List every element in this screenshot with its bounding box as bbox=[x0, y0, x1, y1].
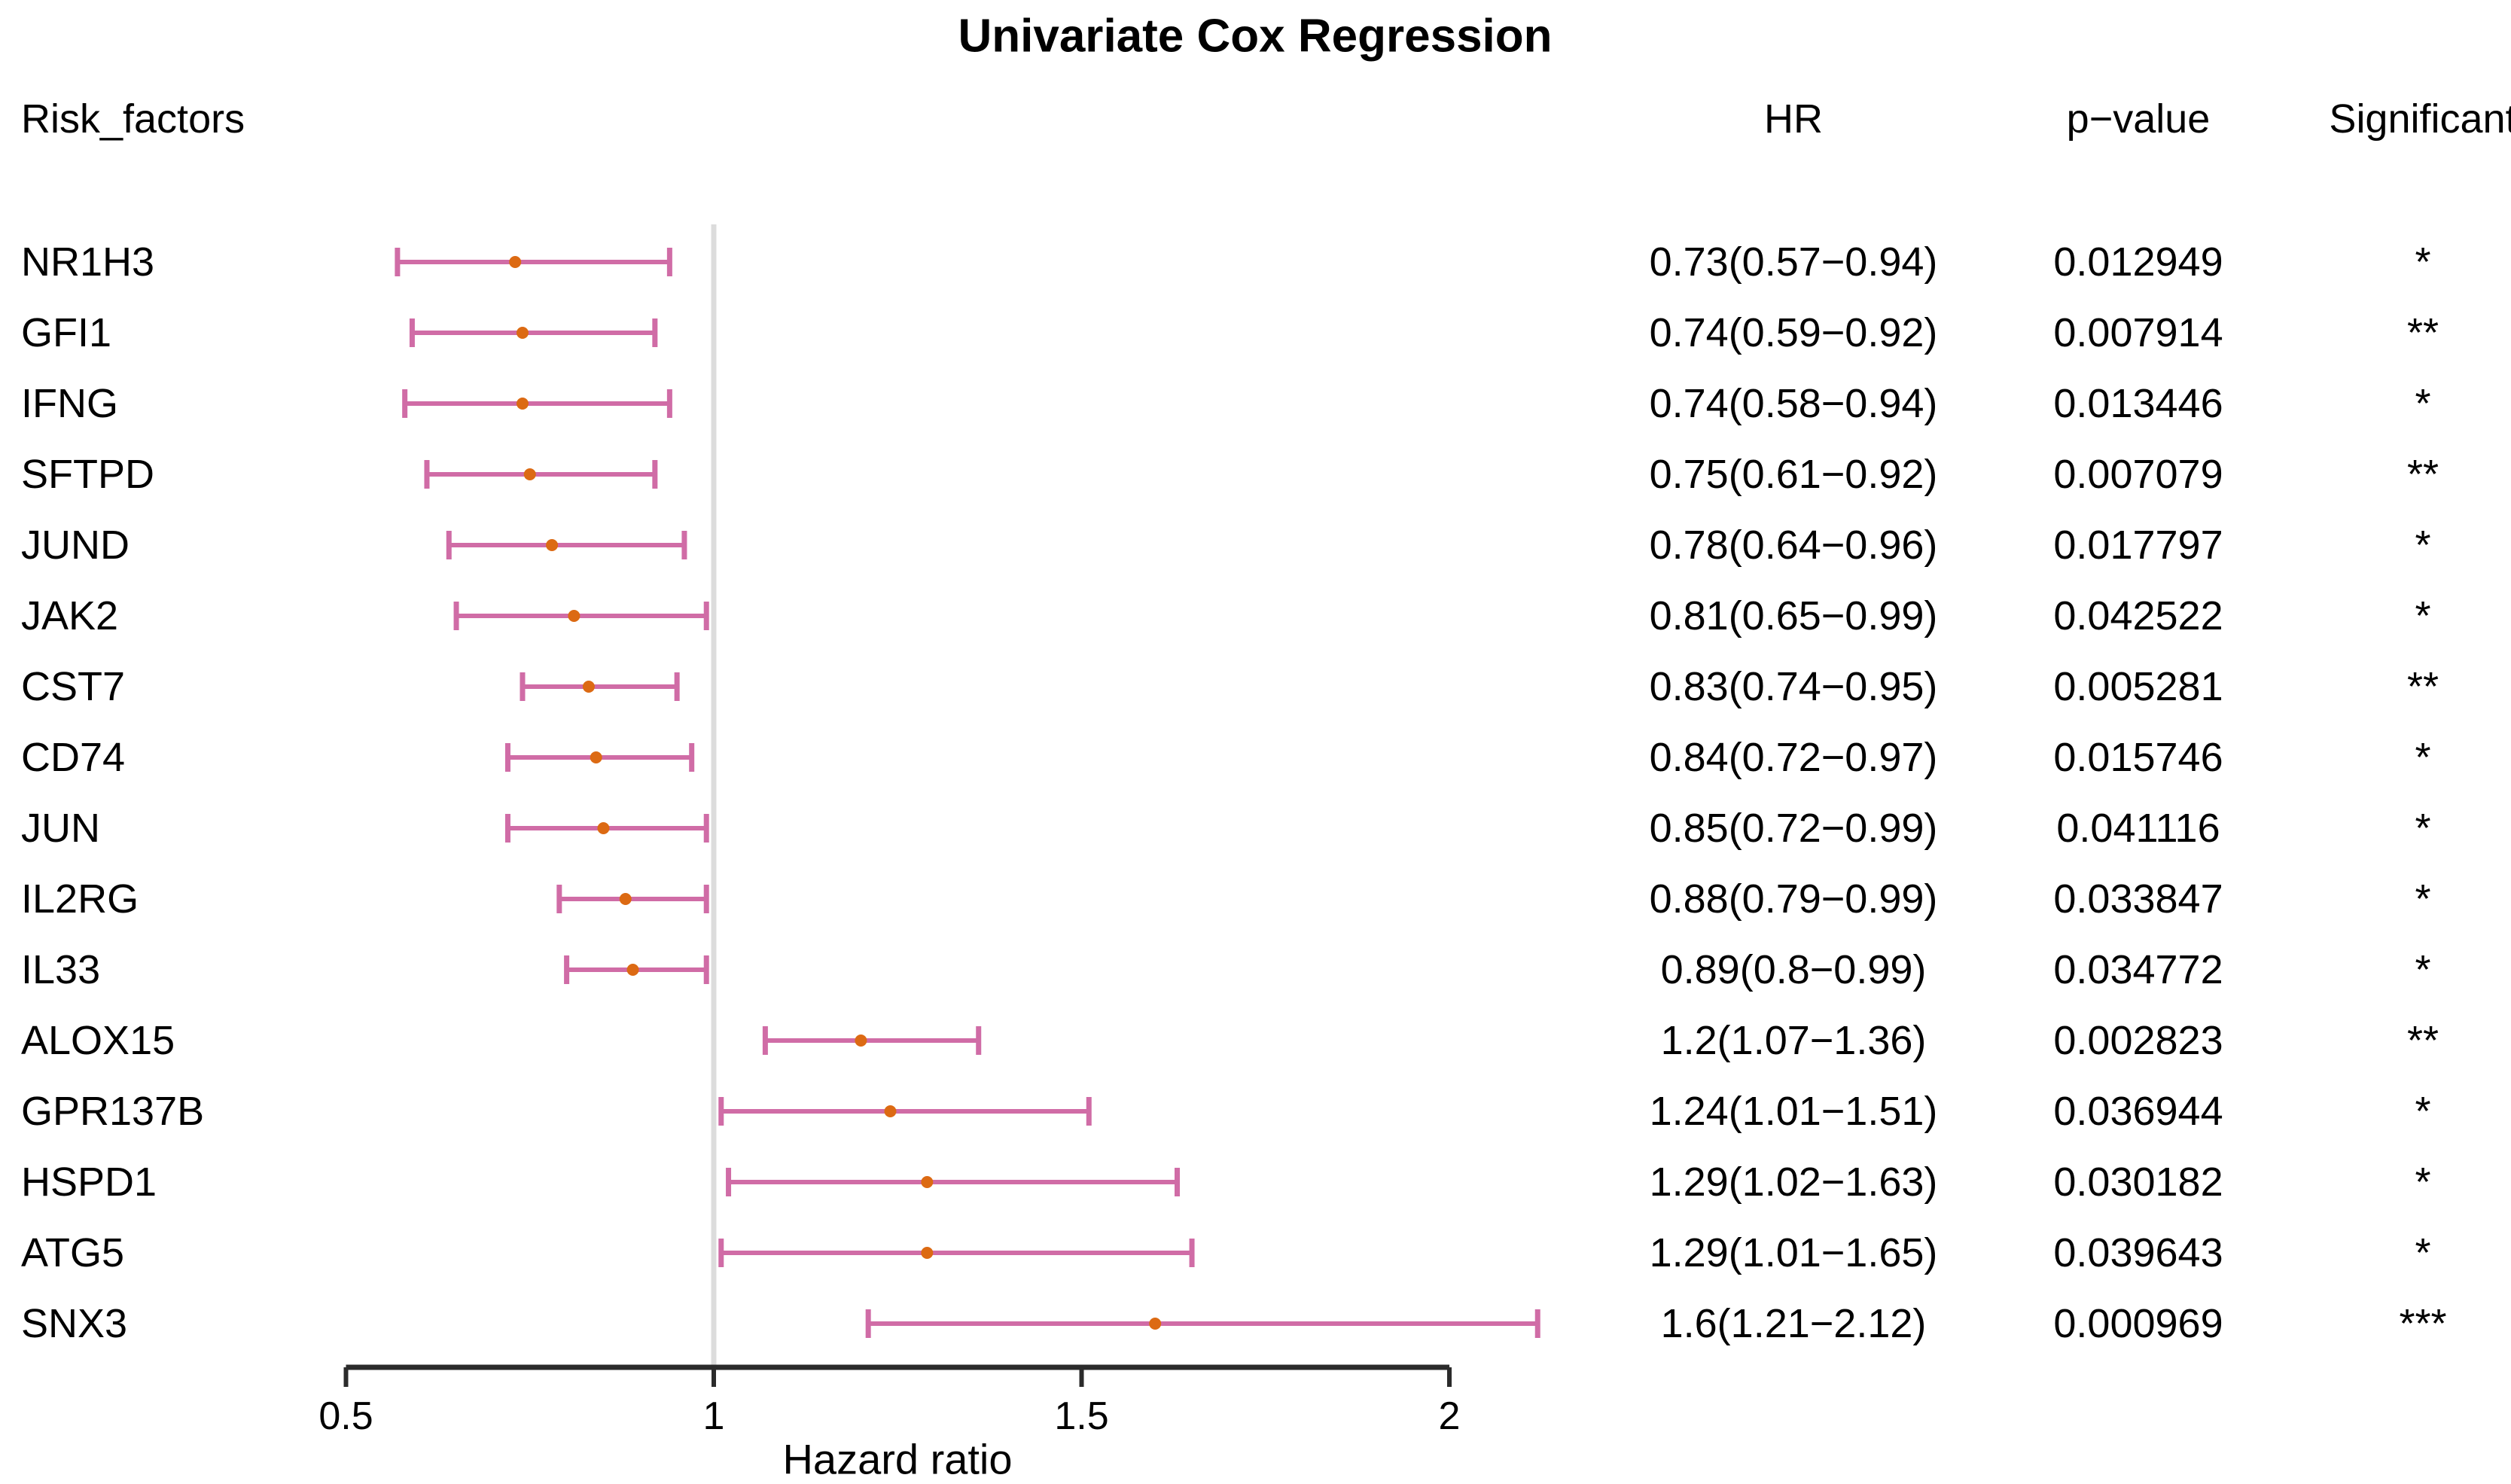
hr-point bbox=[855, 1035, 867, 1047]
hr-ci-value: 1.6(1.21−2.12) bbox=[1660, 1301, 1927, 1346]
hr-ci-value: 0.74(0.58−0.94) bbox=[1649, 381, 1938, 426]
hr-point bbox=[884, 1105, 897, 1117]
hr-point bbox=[590, 751, 602, 763]
risk-factor-label: JUN bbox=[21, 806, 100, 851]
risk-factor-label: SNX3 bbox=[21, 1301, 128, 1346]
hr-ci-value: 0.88(0.79−0.99) bbox=[1649, 876, 1938, 922]
hr-ci-value: 0.84(0.72−0.97) bbox=[1649, 735, 1938, 780]
hr-ci-value: 0.89(0.8−0.99) bbox=[1660, 947, 1927, 992]
significance-stars: * bbox=[2415, 876, 2431, 922]
p-value: 0.033847 bbox=[2053, 876, 2223, 922]
hr-point bbox=[626, 964, 639, 976]
p-value: 0.017797 bbox=[2053, 523, 2223, 568]
risk-factor-label: GFI1 bbox=[21, 310, 112, 355]
p-value: 0.007914 bbox=[2053, 310, 2223, 355]
hr-ci-value: 1.2(1.07−1.36) bbox=[1660, 1018, 1927, 1063]
col-header-significant: Significant bbox=[2329, 96, 2511, 142]
risk-factor-label: ATG5 bbox=[21, 1230, 125, 1275]
significance-stars: * bbox=[2415, 593, 2431, 638]
hr-ci-value: 1.29(1.01−1.65) bbox=[1649, 1230, 1938, 1275]
hr-point bbox=[597, 822, 610, 834]
significance-stars: ** bbox=[2406, 664, 2439, 709]
x-tick-label: 2 bbox=[1439, 1394, 1461, 1438]
p-value: 0.007079 bbox=[2053, 452, 2223, 497]
p-value: 0.015746 bbox=[2053, 735, 2223, 780]
p-value: 0.000969 bbox=[2053, 1301, 2223, 1346]
hr-ci-value: 1.29(1.02−1.63) bbox=[1649, 1159, 1938, 1205]
col-header-risk-factors: Risk_factors bbox=[21, 96, 245, 142]
x-tick-label: 1 bbox=[703, 1394, 725, 1438]
p-value: 0.039643 bbox=[2053, 1230, 2223, 1275]
risk-factor-label: SFTPD bbox=[21, 452, 155, 497]
hr-ci-value: 0.75(0.61−0.92) bbox=[1649, 452, 1938, 497]
significance-stars: ** bbox=[2406, 1018, 2439, 1063]
hr-point bbox=[523, 468, 536, 480]
significance-stars: * bbox=[2415, 239, 2431, 285]
p-value: 0.005281 bbox=[2053, 664, 2223, 709]
p-value: 0.034772 bbox=[2053, 947, 2223, 992]
risk-factor-label: JUND bbox=[21, 523, 130, 568]
x-axis-title: Hazard ratio bbox=[782, 1435, 1013, 1483]
risk-factor-label: JAK2 bbox=[21, 593, 119, 638]
significance-stars: * bbox=[2415, 1159, 2431, 1205]
hr-ci-value: 0.81(0.65−0.99) bbox=[1649, 593, 1938, 638]
risk-factor-label: NR1H3 bbox=[21, 239, 155, 285]
hr-point bbox=[516, 398, 529, 410]
p-value: 0.013446 bbox=[2053, 381, 2223, 426]
p-value: 0.041116 bbox=[2056, 806, 2220, 851]
p-value: 0.012949 bbox=[2053, 239, 2223, 285]
x-tick-label: 1.5 bbox=[1054, 1394, 1108, 1438]
col-header-hr: HR bbox=[1764, 96, 1823, 142]
p-value: 0.002823 bbox=[2053, 1018, 2223, 1063]
risk-factor-label: HSPD1 bbox=[21, 1159, 157, 1205]
hr-point bbox=[921, 1247, 934, 1259]
hr-ci-value: 1.24(1.01−1.51) bbox=[1649, 1089, 1938, 1134]
risk-factor-label: GPR137B bbox=[21, 1089, 205, 1134]
hr-point bbox=[568, 610, 581, 622]
significance-stars: * bbox=[2415, 806, 2431, 851]
significance-stars: * bbox=[2415, 381, 2431, 426]
risk-factor-label: CD74 bbox=[21, 735, 126, 780]
hr-point bbox=[921, 1176, 934, 1188]
significance-stars: * bbox=[2415, 735, 2431, 780]
risk-factor-label: IL33 bbox=[21, 947, 101, 992]
hr-point bbox=[582, 681, 595, 693]
hr-point bbox=[516, 327, 529, 339]
significance-stars: ** bbox=[2406, 310, 2439, 355]
p-value: 0.036944 bbox=[2053, 1089, 2223, 1134]
significance-stars: ** bbox=[2406, 452, 2439, 497]
p-value: 0.030182 bbox=[2053, 1159, 2223, 1205]
significance-stars: * bbox=[2415, 1230, 2431, 1275]
significance-stars: * bbox=[2415, 523, 2431, 568]
significance-stars: *** bbox=[2399, 1301, 2447, 1346]
hr-ci-value: 0.83(0.74−0.95) bbox=[1649, 664, 1938, 709]
hr-ci-value: 0.85(0.72−0.99) bbox=[1649, 806, 1938, 851]
risk-factor-label: CST7 bbox=[21, 664, 126, 709]
risk-factor-label: IFNG bbox=[21, 381, 118, 426]
risk-factor-label: ALOX15 bbox=[21, 1018, 175, 1063]
significance-stars: * bbox=[2415, 1089, 2431, 1134]
hr-ci-value: 0.78(0.64−0.96) bbox=[1649, 523, 1938, 568]
hr-point bbox=[546, 539, 559, 551]
significance-stars: * bbox=[2415, 947, 2431, 992]
hr-ci-value: 0.73(0.57−0.94) bbox=[1649, 239, 1938, 285]
hr-point bbox=[619, 893, 632, 905]
risk-factor-label: IL2RG bbox=[21, 876, 139, 922]
hr-ci-value: 0.74(0.59−0.92) bbox=[1649, 310, 1938, 355]
hr-point bbox=[509, 256, 522, 268]
hr-point bbox=[1149, 1318, 1162, 1330]
col-header-p-value: p−value bbox=[2066, 96, 2211, 142]
p-value: 0.042522 bbox=[2053, 593, 2223, 638]
chart-title: Univariate Cox Regression bbox=[958, 10, 1553, 62]
x-tick-label: 0.5 bbox=[318, 1394, 373, 1438]
